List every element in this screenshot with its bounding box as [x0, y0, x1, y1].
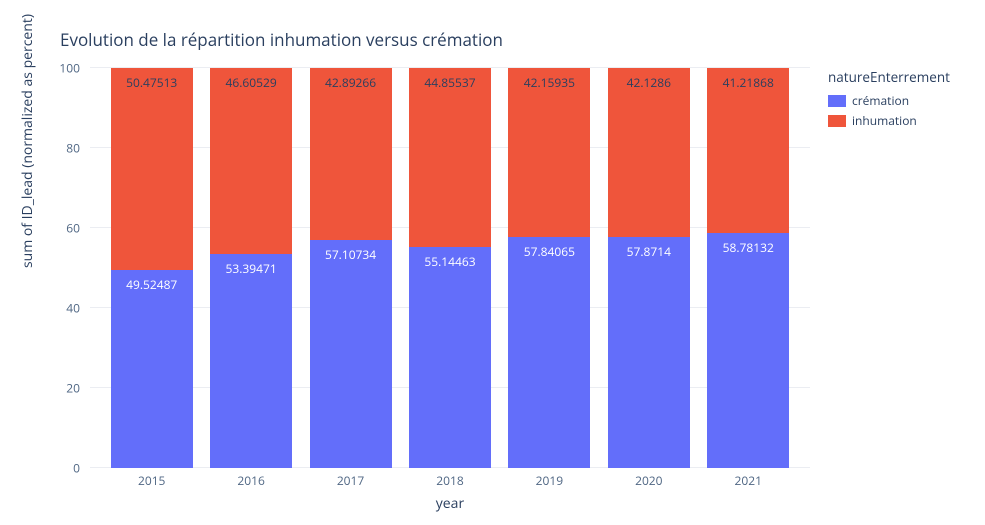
- bar-segment-cremation[interactable]: 49.52487: [111, 270, 193, 468]
- bar-group[interactable]: 42.15935 57.84065: [508, 68, 590, 468]
- legend-label: inhumation: [852, 112, 917, 129]
- bar-value-label: 58.78132: [723, 239, 774, 256]
- bars-container: 50.47513 49.52487 46.60529 53.39471 42.89266…: [90, 68, 810, 468]
- legend-label: crémation: [852, 92, 909, 109]
- legend-swatch: [828, 115, 846, 127]
- y-tick: 60: [66, 220, 80, 237]
- x-tick: 2018: [409, 468, 491, 488]
- bar-segment-cremation[interactable]: 57.10734: [310, 240, 392, 468]
- bar-segment-inhumation[interactable]: 50.47513: [111, 68, 193, 270]
- y-tick: 80: [66, 140, 80, 157]
- bar-segment-cremation[interactable]: 55.14463: [409, 247, 491, 468]
- x-tick: 2017: [310, 468, 392, 488]
- legend-item[interactable]: crémation: [828, 92, 950, 109]
- y-tick: 100: [59, 60, 80, 77]
- bar-segment-cremation[interactable]: 57.8714: [608, 237, 690, 468]
- bar-group[interactable]: 41.21868 58.78132: [707, 68, 789, 468]
- bar-group[interactable]: 44.85537 55.14463: [409, 68, 491, 468]
- x-tick: 2021: [707, 468, 789, 488]
- bar-value-label: 42.89266: [325, 74, 376, 91]
- bar-value-label: 55.14463: [424, 253, 475, 270]
- bar-group[interactable]: 46.60529 53.39471: [210, 68, 292, 468]
- bar-segment-cremation[interactable]: 53.39471: [210, 254, 292, 468]
- bar-group[interactable]: 42.89266 57.10734: [310, 68, 392, 468]
- bar-value-label: 57.84065: [524, 243, 575, 260]
- bar-value-label: 41.21868: [723, 74, 774, 91]
- plot-area: 50.47513 49.52487 46.60529 53.39471 42.89266…: [90, 68, 810, 468]
- x-axis: 2015 2016 2017 2018 2019 2020 2021: [90, 468, 810, 488]
- x-tick: 2020: [608, 468, 690, 488]
- bar-group[interactable]: 42.1286 57.8714: [608, 68, 690, 468]
- bar-value-label: 53.39471: [226, 260, 277, 277]
- legend-title: natureEnterrement: [828, 68, 950, 86]
- bar-value-label: 50.47513: [126, 74, 177, 91]
- bar-value-label: 44.85537: [424, 74, 475, 91]
- bar-value-label: 42.1286: [627, 74, 671, 91]
- x-tick: 2016: [210, 468, 292, 488]
- bar-value-label: 42.15935: [524, 74, 575, 91]
- bar-value-label: 57.8714: [627, 243, 671, 260]
- bar-segment-inhumation[interactable]: 41.21868: [707, 68, 789, 233]
- y-tick: 40: [66, 300, 80, 317]
- bar-segment-inhumation[interactable]: 42.15935: [508, 68, 590, 237]
- bar-value-label: 46.60529: [226, 74, 277, 91]
- bar-value-label: 49.52487: [126, 276, 177, 293]
- bar-segment-inhumation[interactable]: 42.89266: [310, 68, 392, 240]
- bar-segment-cremation[interactable]: 57.84065: [508, 237, 590, 468]
- x-tick: 2015: [111, 468, 193, 488]
- y-tick: 0: [73, 460, 80, 477]
- y-tick: 20: [66, 380, 80, 397]
- bar-value-label: 57.10734: [325, 246, 376, 263]
- bar-segment-cremation[interactable]: 58.78132: [707, 233, 789, 468]
- bar-segment-inhumation[interactable]: 46.60529: [210, 68, 292, 254]
- x-axis-label: year: [90, 494, 810, 513]
- legend: natureEnterrement crémation inhumation: [828, 68, 950, 132]
- chart-title: Evolution de la répartition inhumation v…: [60, 28, 503, 51]
- legend-item[interactable]: inhumation: [828, 112, 950, 129]
- bar-segment-inhumation[interactable]: 44.85537: [409, 68, 491, 247]
- legend-swatch: [828, 95, 846, 107]
- bar-segment-inhumation[interactable]: 42.1286: [608, 68, 690, 237]
- bar-group[interactable]: 50.47513 49.52487: [111, 68, 193, 468]
- y-axis: 020406080100: [0, 68, 86, 468]
- x-tick: 2019: [508, 468, 590, 488]
